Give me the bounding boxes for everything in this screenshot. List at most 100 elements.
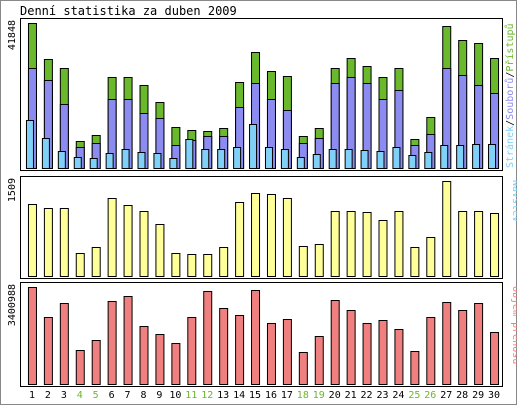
bar-str-nek-day-5 — [89, 158, 98, 169]
bar-n-v-t-v-day-8 — [139, 211, 149, 277]
bar-n-v-t-v-day-22 — [362, 212, 372, 277]
bar-str-nek-day-9 — [153, 153, 162, 169]
bar-objem-p-enosu-day-29 — [474, 303, 484, 385]
x-tick-label-day-3: 3 — [61, 390, 67, 401]
bar-str-nek-day-21 — [344, 149, 353, 169]
bar-str-nek-day-26 — [424, 152, 433, 169]
bar-objem-p-enosu-day-1 — [27, 287, 37, 385]
bar-objem-p-enosu-day-7 — [123, 296, 133, 385]
bar-objem-p-enosu-day-24 — [394, 329, 404, 385]
x-tick-label-day-22: 22 — [361, 390, 373, 401]
x-tick-label-day-8: 8 — [140, 390, 146, 401]
ylabel-souboru: Souborů — [504, 78, 516, 120]
bar-str-nek-day-1 — [25, 120, 34, 169]
ylabel-legend-1: Stránek/Souborů/Přístupů — [504, 23, 516, 168]
bar-n-v-t-v-day-29 — [474, 211, 484, 277]
x-tick-label-day-11: 11 — [185, 390, 197, 401]
x-tick-label-day-15: 15 — [249, 390, 261, 401]
chart-title: Denní statistika za duben 2009 — [20, 4, 237, 18]
bar-objem-p-enosu-day-21 — [346, 310, 356, 385]
bar-objem-p-enosu-day-19 — [314, 336, 324, 385]
x-tick-label-day-14: 14 — [233, 390, 245, 401]
bar-objem-p-enosu-day-4 — [75, 350, 85, 385]
x-tick-label-day-25: 25 — [408, 390, 420, 401]
bar-objem-p-enosu-day-2 — [43, 317, 53, 385]
bar-n-v-t-v-day-11 — [187, 254, 197, 277]
bar-objem-p-enosu-day-15 — [251, 290, 261, 385]
bar-objem-p-enosu-day-16 — [266, 323, 276, 385]
y-max-label-3: 3400988 — [7, 284, 18, 326]
ylabel-slash-1: / — [505, 120, 516, 126]
bar-n-v-t-v-day-10 — [171, 253, 181, 277]
x-tick-label-day-30: 30 — [488, 390, 500, 401]
bar-str-nek-day-28 — [456, 145, 465, 169]
bar-str-nek-day-14 — [233, 147, 242, 169]
bar-n-v-t-v-day-6 — [107, 198, 117, 277]
x-tick-label-day-9: 9 — [156, 390, 162, 401]
x-tick-label-day-26: 26 — [424, 390, 436, 401]
bar-n-v-t-v-day-1 — [27, 204, 37, 277]
bar-objem-p-enosu-day-13 — [219, 308, 229, 385]
bar-n-v-t-v-day-9 — [155, 224, 165, 277]
bar-objem-p-enosu-day-23 — [378, 320, 388, 385]
bar-objem-p-enosu-day-14 — [235, 315, 245, 385]
bar-str-nek-day-7 — [121, 149, 130, 169]
bar-str-nek-day-11 — [185, 139, 194, 169]
panel-frame-3 — [20, 282, 503, 387]
bar-objem-p-enosu-day-30 — [490, 332, 500, 385]
bar-str-nek-day-22 — [360, 150, 369, 169]
bar-str-nek-day-8 — [137, 152, 146, 169]
bar-str-nek-day-16 — [264, 147, 273, 169]
bar-str-nek-day-18 — [296, 157, 305, 169]
bar-objem-p-enosu-day-27 — [442, 302, 452, 385]
bar-objem-p-enosu-day-17 — [282, 319, 292, 385]
x-tick-label-day-24: 24 — [392, 390, 404, 401]
bar-objem-p-enosu-day-22 — [362, 323, 372, 385]
bar-objem-p-enosu-day-11 — [187, 317, 197, 385]
bar-objem-p-enosu-day-18 — [298, 352, 308, 385]
x-tick-label-day-1: 1 — [29, 390, 35, 401]
x-tick-label-day-27: 27 — [440, 390, 452, 401]
bar-objem-p-enosu-day-8 — [139, 326, 149, 385]
y-max-label-1: 41848 — [7, 20, 18, 50]
bar-objem-p-enosu-day-25 — [410, 351, 420, 385]
x-tick-label-day-6: 6 — [109, 390, 115, 401]
bar-n-v-t-v-day-7 — [123, 205, 133, 277]
bar-str-nek-day-15 — [249, 124, 258, 169]
x-tick-label-day-17: 17 — [281, 390, 293, 401]
x-tick-label-day-7: 7 — [125, 390, 131, 401]
x-tick-label-day-19: 19 — [313, 390, 325, 401]
bar-str-nek-day-12 — [201, 149, 210, 169]
bar-n-v-t-v-day-18 — [298, 246, 308, 277]
panel-frame-1 — [20, 18, 503, 171]
bar-objem-p-enosu-day-20 — [330, 300, 340, 385]
bar-str-nek-day-6 — [105, 153, 114, 169]
x-tick-label-day-16: 16 — [265, 390, 277, 401]
bar-objem-p-enosu-day-3 — [59, 303, 69, 385]
bar-n-v-t-v-day-25 — [410, 247, 420, 277]
x-tick-label-day-23: 23 — [376, 390, 388, 401]
bar-objem-p-enosu-day-6 — [107, 301, 117, 385]
x-tick-label-day-28: 28 — [456, 390, 468, 401]
bar-n-v-t-v-day-14 — [235, 202, 245, 277]
bar-n-v-t-v-day-5 — [91, 247, 101, 277]
bar-objem-p-enosu-day-5 — [91, 340, 101, 385]
bar-str-nek-day-17 — [280, 149, 289, 169]
bar-objem-p-enosu-day-9 — [155, 334, 165, 385]
x-tick-label-day-12: 12 — [201, 390, 213, 401]
x-tick-label-day-29: 29 — [472, 390, 484, 401]
bar-str-nek-day-19 — [312, 154, 321, 169]
bar-str-nek-day-3 — [57, 151, 66, 169]
x-tick-label-day-13: 13 — [217, 390, 229, 401]
bar-objem-p-enosu-day-26 — [426, 317, 436, 385]
bar-n-v-t-v-day-17 — [282, 198, 292, 277]
bar-str-nek-day-30 — [488, 144, 497, 169]
x-tick-label-day-5: 5 — [93, 390, 99, 401]
bar-str-nek-day-20 — [328, 149, 337, 169]
bar-n-v-t-v-day-13 — [219, 247, 229, 277]
ylabel-stranek: Stránek — [504, 126, 516, 168]
bar-str-nek-day-13 — [217, 149, 226, 169]
bar-objem-p-enosu-day-12 — [203, 291, 213, 385]
